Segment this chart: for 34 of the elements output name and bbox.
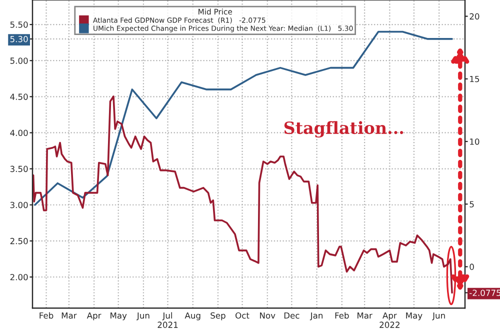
y-tick-label: 5.50 — [10, 22, 28, 28]
x-tick-label: Feb — [40, 312, 54, 319]
line-series — [32, 96, 453, 294]
x-tick-label: Feb — [335, 312, 349, 319]
x-tick-label: Jan — [310, 312, 322, 320]
x-tick-label: Apr 2022 — [380, 312, 400, 328]
y2-tick-label: 5 — [470, 201, 474, 208]
x-tick-label: May — [406, 312, 422, 320]
y-tick-label: 4.00 — [10, 130, 28, 136]
x-tick-label: Apr — [86, 312, 102, 320]
x-tick-label: Oct — [236, 312, 250, 319]
y-tick-label: 5.30 — [10, 36, 28, 42]
x-tick-label: Dec — [284, 312, 300, 319]
y2-tick-label: 15 — [470, 76, 480, 82]
y2-tick-label: 20 — [470, 13, 480, 20]
x-tick-label: May — [110, 312, 127, 320]
y-tick-label: 3.50 — [10, 166, 28, 172]
y-tick-label: 2.00 — [10, 274, 28, 280]
y-tick-label: 2.50 — [10, 238, 28, 244]
x-tick-label: Jul 2021 — [158, 312, 178, 328]
x-tick-label: Sep — [210, 312, 226, 320]
y2-tick-label: 10 — [470, 138, 480, 145]
x-tick-label: Aug — [184, 312, 200, 320]
x-tick-label: Nov — [260, 312, 276, 319]
y-tick-label: 4.50 — [10, 94, 28, 100]
line-series — [34, 30, 453, 206]
annotation: Stagflation... — [284, 121, 404, 138]
x-tick-label: Mar — [358, 312, 372, 319]
y-tick-label: 3.00 — [10, 202, 28, 208]
x-tick-label: Mar — [62, 312, 77, 319]
x-tick-label: Jun — [136, 312, 150, 320]
x-tick-label: Jun — [432, 312, 445, 320]
y-tick-label: 5.00 — [10, 58, 28, 64]
y2-tick-label: 0 — [470, 264, 474, 270]
